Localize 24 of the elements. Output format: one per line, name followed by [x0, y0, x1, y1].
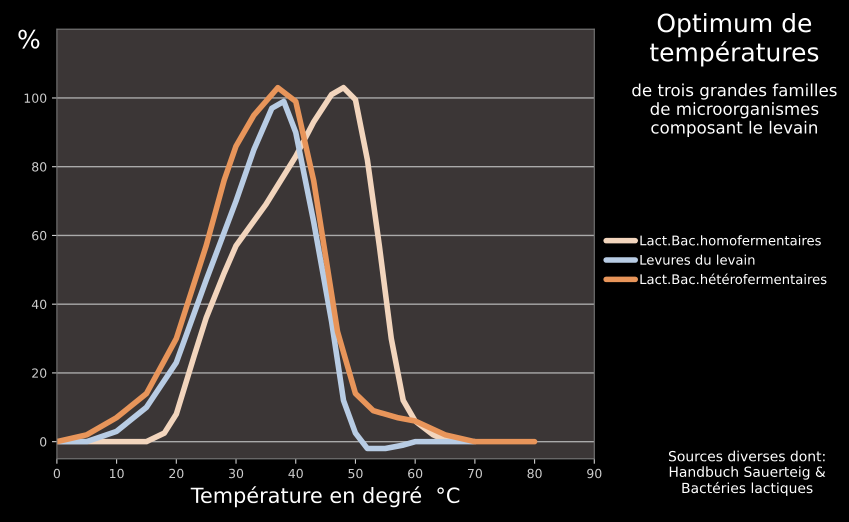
x-tick-label: 20	[169, 468, 184, 478]
y-tick-label: 100	[24, 93, 46, 103]
x-tick-label: 60	[408, 468, 422, 478]
legend-label: Lact.Bac.homofermentaires	[640, 235, 821, 246]
y-tick-label: 40	[32, 300, 46, 310]
x-tick-label: 70	[468, 468, 482, 478]
x-tick-label: 30	[229, 468, 244, 478]
x-tick-label: 10	[110, 468, 124, 478]
y-tick-label: 20	[32, 368, 46, 378]
legend-label: Lact.Bac.hétérofermentaires	[640, 273, 826, 284]
source-note: Sources diverses dont: Handbuch Sauerteig & Bactéries lactiques	[668, 450, 826, 496]
x-axis-title: Température en degré °C	[190, 486, 460, 508]
y-tick-label: 0	[40, 437, 46, 447]
text: Optimum de températures	[650, 13, 818, 66]
y-tick-label: 80	[32, 162, 46, 172]
x-tick-label: 50	[348, 468, 363, 478]
legend-label: Levures du levain	[640, 254, 754, 265]
x-tick-label: 80	[527, 468, 542, 478]
text: de trois grandes familles de microorganismes composant le levain	[632, 84, 837, 137]
y-axis-title: %	[18, 30, 40, 49]
x-tick-label: 40	[288, 468, 303, 478]
x-tick-label: 90	[587, 468, 602, 478]
x-tick-label: 0	[54, 468, 60, 478]
y-tick-label: 60	[32, 230, 46, 240]
